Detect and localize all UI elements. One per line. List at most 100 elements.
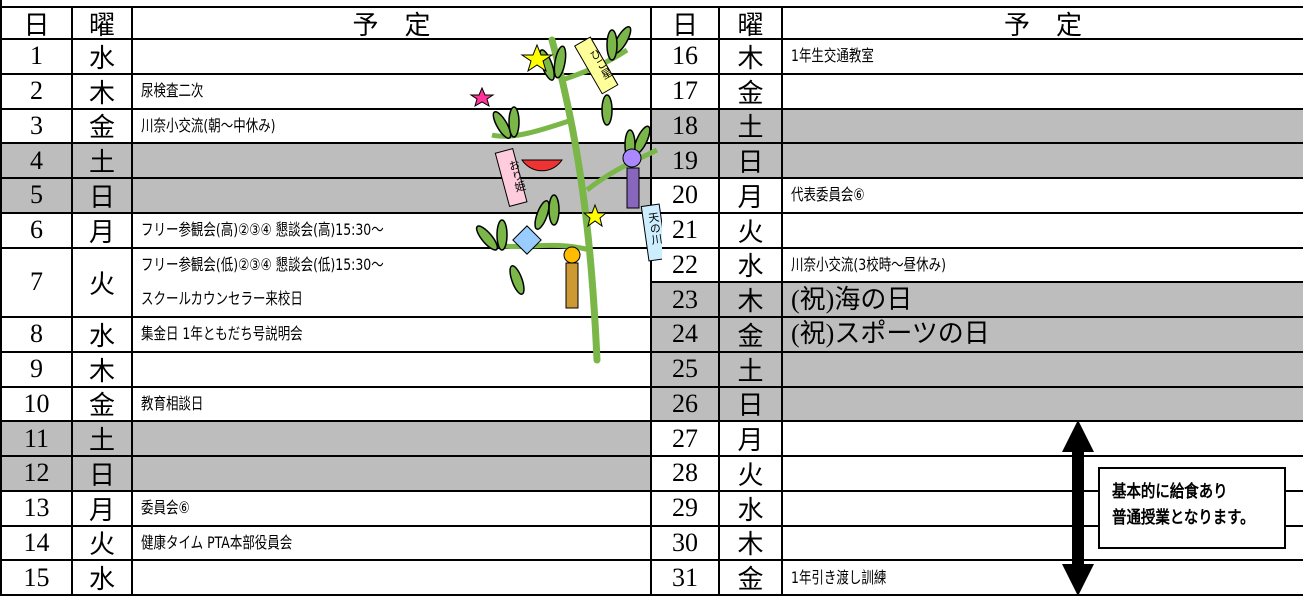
weekday-cell: 金 (720, 561, 783, 596)
day-cell: 20 (652, 179, 720, 214)
plan-cell (783, 352, 1303, 388)
tag-text: 天の川 (646, 211, 662, 245)
weekday-cell: 土 (73, 144, 133, 179)
weekday-cell: 木 (720, 40, 783, 75)
weekday-cell: 火 (73, 526, 133, 562)
note-line: 普通授業となります。 (1112, 508, 1255, 528)
plan-text: 川奈小交流(3校時～昼休み) (791, 254, 946, 274)
day-cell: 22 (652, 248, 720, 284)
day-cell: 26 (652, 387, 720, 423)
header-plan: 予 定 (133, 8, 652, 40)
plan-cell: 健康タイム PTA本部役員会 (133, 526, 652, 562)
day-cell: 19 (652, 144, 720, 179)
weekday-cell: 水 (73, 40, 133, 75)
weekday-cell: 木 (73, 74, 133, 110)
weekday-cell: 金 (720, 318, 783, 353)
plan-cell (783, 457, 1303, 492)
plan-text: 教育相談日 (141, 393, 204, 413)
plan-cell (783, 144, 1303, 179)
weekday-cell: 土 (720, 352, 783, 388)
weekday-cell: 日 (720, 144, 783, 179)
day-cell: 14 (2, 526, 73, 562)
day-cell: 13 (2, 491, 73, 527)
header-weekday: 曜 (720, 8, 783, 40)
plan-cell (783, 422, 1303, 457)
day-cell: 8 (2, 318, 73, 353)
day-cell: 12 (2, 457, 73, 492)
plan-cell: 1年引き渡し訓練 (783, 561, 1303, 596)
weekday-cell: 金 (73, 387, 133, 423)
weekday-cell: 木 (720, 526, 783, 562)
plan-text: 1年引き渡し訓練 (791, 567, 887, 587)
header-plan: 予 定 (783, 8, 1303, 40)
plan-text: (祝)海の日 (791, 284, 913, 314)
plan-cell: 川奈小交流(朝～中休み) (133, 109, 652, 145)
day-cell: 15 (2, 561, 73, 596)
plan-cell (133, 457, 652, 492)
plan-cell (783, 527, 1303, 562)
weekday-cell: 水 (73, 318, 133, 353)
plan-cell (783, 214, 1303, 249)
range-arrow (1062, 420, 1094, 596)
plan-cell: 集金日 1年ともだち号説明会 (133, 318, 652, 353)
day-cell: 23 (652, 283, 720, 318)
day-cell: 4 (2, 144, 73, 179)
day-cell: 10 (2, 387, 73, 423)
plan-text: (祝)スポーツの日 (791, 319, 990, 349)
plan-text: フリー参観会(低)②③④ 懇談会(低)15:30～ (141, 255, 384, 275)
plan-cell (783, 75, 1303, 110)
day-cell: 31 (652, 561, 720, 596)
weekday-cell: 水 (720, 491, 783, 527)
weekday-cell: 日 (73, 179, 133, 214)
plan-cell (133, 561, 652, 596)
plan-cell (133, 352, 652, 388)
plan-text: 集金日 1年ともだち号説明会 (141, 324, 303, 344)
header-day: 日 (652, 8, 720, 40)
weekday-cell: 火 (720, 213, 783, 249)
plan-cell: (祝)海の日 (783, 283, 1303, 318)
tanabata-decoration: ひこ星 おり姫 天の川 (469, 26, 662, 364)
weekday-cell: 月 (720, 422, 783, 457)
day-cell: 11 (2, 422, 73, 457)
day-cell: 17 (652, 74, 720, 110)
plan-text: 委員会⑥ (141, 498, 190, 518)
plan-cell: 教育相談日 (133, 387, 652, 423)
weekday-cell: 水 (720, 248, 783, 284)
weekday-cell: 金 (720, 74, 783, 110)
day-cell: 6 (2, 213, 73, 249)
day-cell: 9 (2, 352, 73, 388)
weekday-cell: 土 (720, 109, 783, 145)
day-cell: 16 (652, 40, 720, 75)
day-cell: 5 (2, 179, 73, 214)
plan-cell: 委員会⑥ (133, 491, 652, 527)
weekday-cell: 水 (73, 561, 133, 596)
day-cell: 25 (652, 352, 720, 388)
plan-cell (133, 40, 652, 75)
plan-cell: (祝)スポーツの日 (783, 318, 1303, 353)
table-top-border (2, 6, 1303, 8)
weekday-cell: 金 (73, 109, 133, 145)
day-cell: 29 (652, 491, 720, 527)
plan-cell: 代表委員会⑥ (783, 179, 1303, 214)
plan-cell (783, 387, 1303, 423)
weekday-cell: 日 (720, 387, 783, 423)
day-cell: 2 (2, 74, 73, 110)
weekday-cell: 月 (720, 179, 783, 214)
plan-cell (783, 492, 1303, 527)
day-cell: 30 (652, 526, 720, 562)
plan-text: フリー参観会(高)②③④ 懇談会(高)15:30～ (141, 220, 384, 240)
plan-text: スクールカウンセラー来校日 (141, 289, 303, 309)
plan-cell (783, 109, 1303, 145)
header-day: 日 (2, 8, 73, 40)
weekday-cell: 木 (73, 352, 133, 388)
plan-cell (133, 422, 652, 457)
day-cell: 1 (2, 40, 73, 75)
weekday-cell: 火 (73, 248, 133, 318)
plan-cell: 川奈小交流(3校時～昼休み) (783, 249, 1303, 284)
day-cell: 7 (2, 248, 73, 318)
weekday-cell: 月 (73, 213, 133, 249)
day-cell: 24 (652, 318, 720, 353)
plan-text: 尿検査二次 (141, 81, 204, 101)
